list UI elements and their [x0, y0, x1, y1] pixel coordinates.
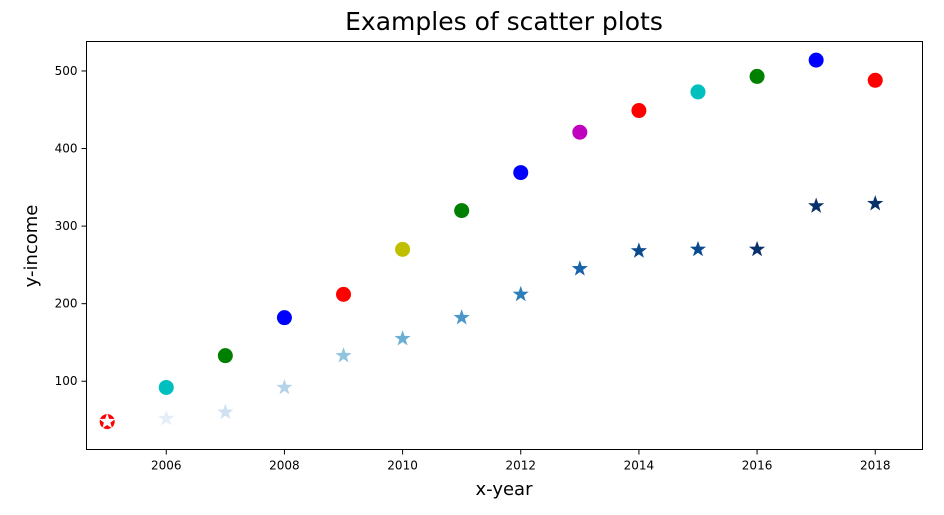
x-tick-label: 2018 [860, 459, 891, 473]
plot-area-frame [86, 41, 923, 450]
scatter-point-star [748, 240, 766, 257]
scatter-point-star [158, 409, 175, 426]
scatter-point-circle [158, 379, 174, 395]
scatter-point-circle [572, 124, 588, 140]
data-markers [99, 52, 884, 430]
scatter-point-star [394, 330, 411, 346]
chart-title: Examples of scatter plots [345, 7, 663, 36]
x-tick-label: 2010 [387, 459, 418, 473]
scatter-point-star [453, 309, 470, 325]
scatter-point-circle [454, 203, 470, 219]
scatter-point-circle [808, 52, 824, 68]
x-tick-label: 2014 [624, 459, 655, 473]
x-tick-label: 2016 [742, 459, 773, 473]
x-tick-label: 2006 [151, 459, 182, 473]
scatter-point-circle [749, 68, 765, 84]
scatter-point-circle [690, 84, 706, 100]
scatter-point-star [99, 413, 116, 429]
scatter-point-circle [513, 165, 529, 181]
x-tick-label: 2008 [269, 459, 300, 473]
y-tick-label: 500 [55, 64, 78, 78]
axis-ticks: 2006 2008 2010 2012 2014 2016 2018 100 200 300 400… [55, 64, 891, 473]
y-tick-label: 100 [55, 374, 78, 388]
scatter-point-star [335, 347, 352, 363]
scatter-point-star [867, 195, 884, 211]
y-tick-label: 300 [55, 219, 78, 233]
y-tick-label: 200 [55, 297, 78, 311]
x-axis-label: x-year [476, 479, 534, 500]
scatter-point-star [689, 240, 707, 257]
x-tick-label: 2012 [505, 459, 536, 473]
scatter-point-circle [867, 72, 883, 88]
scatter-point-circle [276, 310, 292, 326]
scatter-point-star [217, 403, 234, 420]
scatter-point-circle [217, 348, 233, 364]
scatter-point-circle [336, 286, 352, 302]
scatter-point-circle [395, 241, 411, 257]
scatter-point-star [512, 285, 529, 302]
scatter-point-star [630, 242, 647, 258]
y-tick-label: 400 [55, 142, 78, 156]
y-axis-label: y-income [21, 205, 42, 288]
scatter-point-star [571, 260, 588, 276]
scatter-point-circle [631, 103, 647, 119]
scatter-point-star [276, 378, 293, 395]
scatter-point-star [808, 197, 825, 213]
